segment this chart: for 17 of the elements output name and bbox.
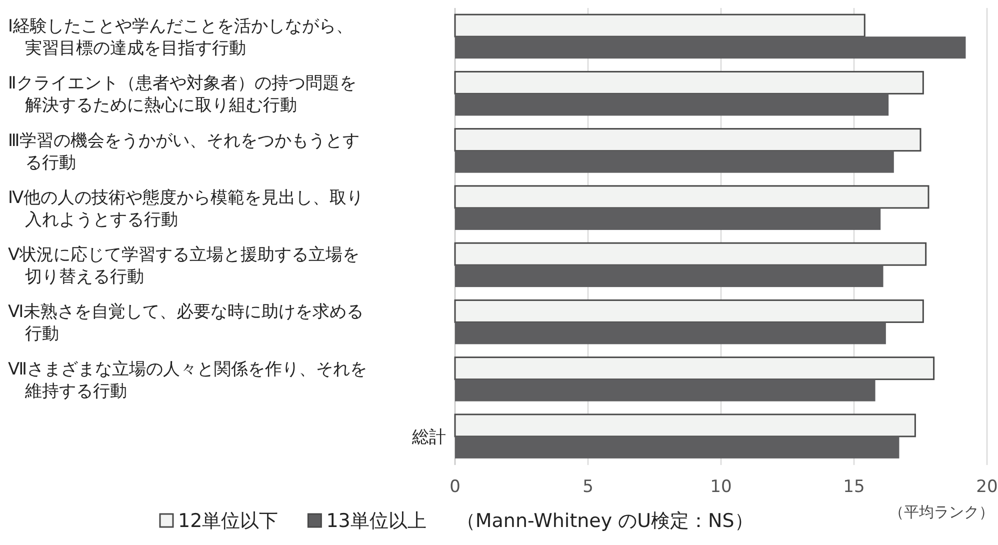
- y-tick-label: 総計: [411, 427, 446, 448]
- x-tick-label: 20: [976, 477, 998, 497]
- x-tick-label: 10: [710, 477, 732, 497]
- y-tick-label: Ⅰ経験したことや学んだことを活かしながら、実習目標の達成を目指す行動: [8, 16, 354, 59]
- y-tick-label: Ⅳ他の人の技術や態度から模範を見出し、取り入れようとする行動: [8, 188, 364, 230]
- y-tick-label: Ⅲ学習の機会をうかがい、それをつかもうとする行動: [8, 130, 360, 173]
- y-tick-label: Ⅴ状況に応じて学習する立場と援助する立場を切り替える行動: [8, 245, 360, 288]
- y-tick-label: Ⅵ未熟さを自覚して、必要な時に助けを求める行動: [8, 302, 364, 344]
- x-tick-label: 5: [582, 477, 594, 497]
- y-tick-label: Ⅶさまざまな立場の人々と関係を作り、それを維持する行動: [8, 359, 368, 402]
- text: （Mann-Whitney のU検定：NS）: [456, 510, 754, 532]
- legend-label: 12単位以下: [178, 510, 278, 532]
- y-tick-label: Ⅱクライエント（患者や対象者）の持つ問題を解決するために熱心に取り組む行動: [8, 74, 356, 116]
- x-tick-label: 0: [450, 477, 460, 497]
- x-tick-label: 15: [843, 477, 865, 497]
- legend-label: 13単位以上: [326, 510, 426, 532]
- x-axis-title: （平均ランク）: [889, 503, 994, 521]
